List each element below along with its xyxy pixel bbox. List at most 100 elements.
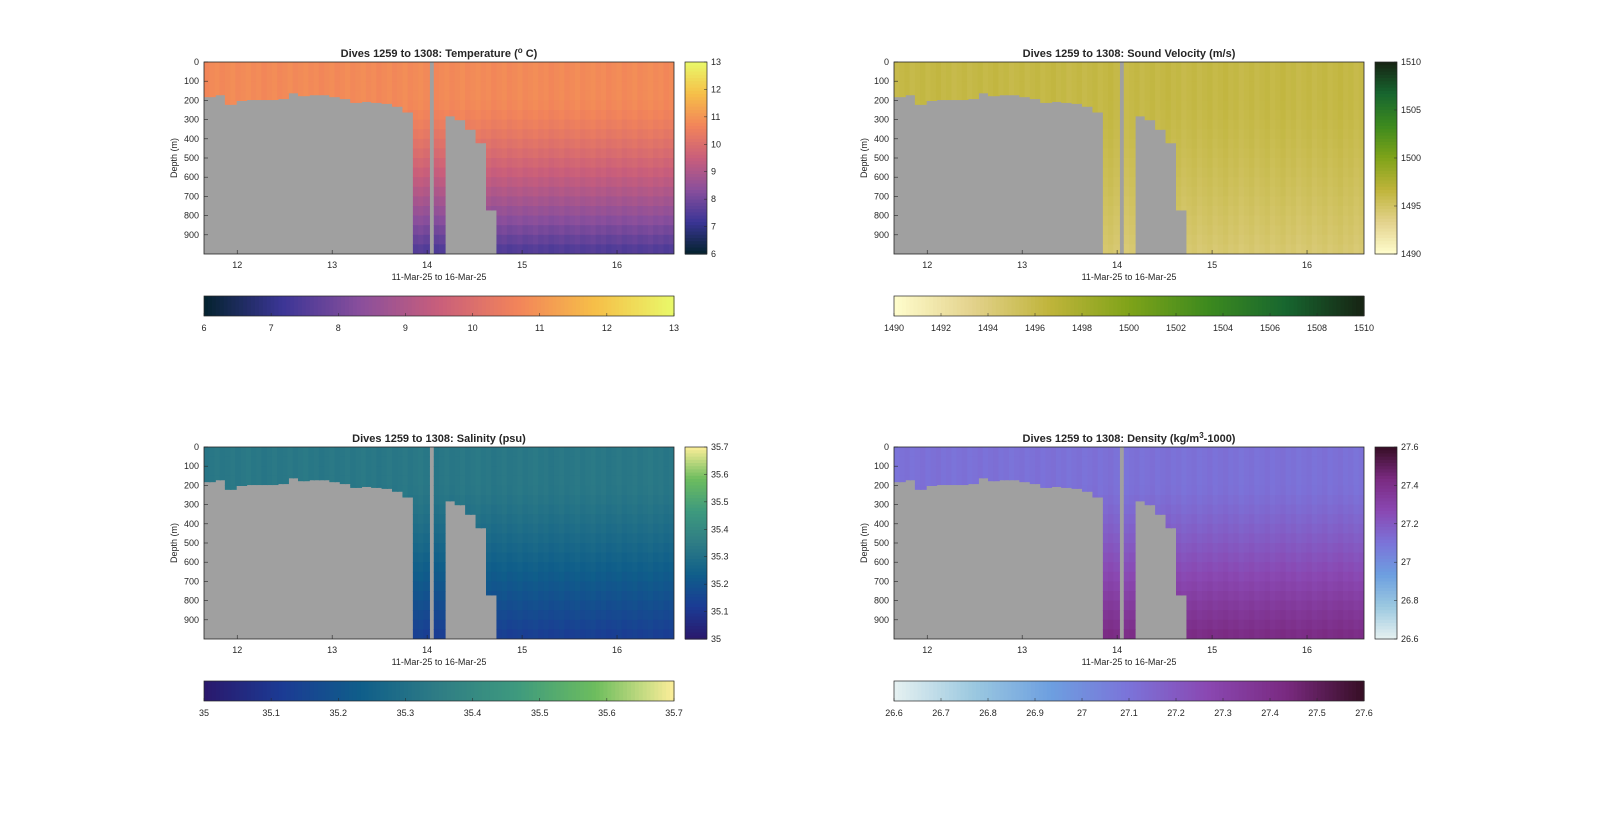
colorbar-segment	[639, 681, 644, 701]
colorbar-segment	[965, 296, 970, 316]
colorbar-segment	[658, 681, 663, 701]
x-tick-label: 16	[612, 645, 622, 655]
data-cell	[1129, 225, 1136, 235]
colorbar-segment	[910, 296, 915, 316]
colorbar-segment	[439, 296, 444, 316]
x-tick-label: 16	[1302, 260, 1312, 270]
colorbar-segment	[953, 296, 958, 316]
colorbar-segment	[1090, 296, 1095, 316]
colorbar-segment	[431, 296, 436, 316]
data-cell	[1113, 158, 1120, 168]
colorbar-segment	[1352, 296, 1357, 316]
colorbar-tick-label: 1510	[1401, 57, 1421, 67]
data-cell	[1113, 447, 1120, 457]
colorbar-segment	[1160, 296, 1165, 316]
data-cell	[423, 168, 430, 178]
colorbar-segment	[976, 296, 981, 316]
colorbar-segment	[1164, 296, 1169, 316]
chart-title: Dives 1259 to 1308: Density (kg/m3-1000)	[1023, 431, 1236, 446]
colorbar-segment	[662, 681, 667, 701]
colorbar-segment	[231, 681, 236, 701]
colorbar-segment	[259, 681, 264, 701]
data-cell	[439, 129, 446, 139]
data-cell	[423, 62, 430, 72]
colorbar-segment	[1282, 296, 1287, 316]
data-cell	[1129, 168, 1136, 178]
colorbar-segment	[564, 296, 569, 316]
colorbar-segment	[1008, 296, 1013, 316]
colorbar-tick-label: 7	[269, 323, 274, 333]
colorbar-tick-label: 9	[403, 323, 408, 333]
colorbar-segment	[1348, 296, 1353, 316]
colorbar-segment	[1113, 296, 1118, 316]
colorbar-segment	[212, 681, 217, 701]
colorbar-segment	[392, 296, 397, 316]
x-tick-label: 14	[1112, 260, 1122, 270]
colorbar-segment	[627, 681, 632, 701]
data-cell	[439, 620, 446, 630]
data-cell	[230, 100, 237, 104]
colorbar-segment	[263, 681, 268, 701]
y-tick-label: 200	[184, 95, 199, 105]
colorbar-tick-label: 1502	[1166, 323, 1186, 333]
data-cell	[1129, 148, 1136, 158]
colorbar-segment	[584, 296, 589, 316]
data-cell	[1113, 505, 1120, 515]
colorbar-segment	[568, 296, 573, 316]
data-cell	[1113, 476, 1120, 486]
data-cell	[1113, 120, 1120, 130]
colorbar-segment	[902, 296, 907, 316]
colorbar-segment	[1188, 296, 1193, 316]
colorbar-segment	[282, 296, 287, 316]
colorbar-segment	[267, 681, 272, 701]
colorbar-tick-label: 1500	[1401, 153, 1421, 163]
data-cell	[1113, 91, 1120, 101]
colorbar-segment	[212, 296, 217, 316]
colorbar-segment	[494, 681, 499, 701]
colorbar-segment	[361, 681, 366, 701]
colorbar-segment	[239, 296, 244, 316]
colorbar-segment	[635, 296, 640, 316]
colorbar-segment	[447, 296, 452, 316]
plot-area	[894, 447, 1365, 640]
data-cell	[439, 572, 446, 582]
x-tick-label: 13	[327, 260, 337, 270]
colorbar-segment	[961, 296, 966, 316]
colorbar-segment	[325, 681, 330, 701]
colorbar-segment	[1153, 296, 1158, 316]
colorbar-segment	[369, 296, 374, 316]
data-cell	[1113, 562, 1120, 572]
colorbar-segment	[666, 296, 671, 316]
colorbar-tick-label: 35.5	[531, 708, 549, 718]
colorbar-segment	[329, 681, 334, 701]
colorbar-segment	[353, 296, 358, 316]
colorbar-segment	[1258, 296, 1263, 316]
colorbar-segment	[404, 296, 409, 316]
data-cell	[439, 187, 446, 197]
colorbar-segment	[643, 681, 648, 701]
colorbar-segment	[1086, 296, 1091, 316]
colorbar-segment	[228, 681, 233, 701]
colorbar-segment	[380, 296, 385, 316]
data-cell	[423, 620, 430, 630]
colorbar-segment	[658, 296, 663, 316]
colorbar-segment	[1235, 296, 1240, 316]
colorbar-segment	[224, 296, 229, 316]
data-cell	[1113, 110, 1120, 120]
colorbar-segment	[416, 681, 421, 701]
data-cell	[423, 495, 430, 505]
colorbar-segment	[259, 296, 264, 316]
data-cell	[1113, 62, 1120, 72]
colorbar-segment	[408, 681, 413, 701]
colorbar-segment	[412, 296, 417, 316]
colorbar-segment	[376, 296, 381, 316]
colorbar-segment	[337, 296, 342, 316]
colorbar-segment	[541, 681, 546, 701]
colorbar-tick-label: 11	[711, 112, 720, 122]
colorbar-tick-label: 6	[711, 249, 716, 259]
chart-panel-1: Dives 1259 to 1308: Sound Velocity (m/s)…	[859, 48, 1421, 333]
y-axis-label: Depth (m)	[169, 523, 179, 563]
